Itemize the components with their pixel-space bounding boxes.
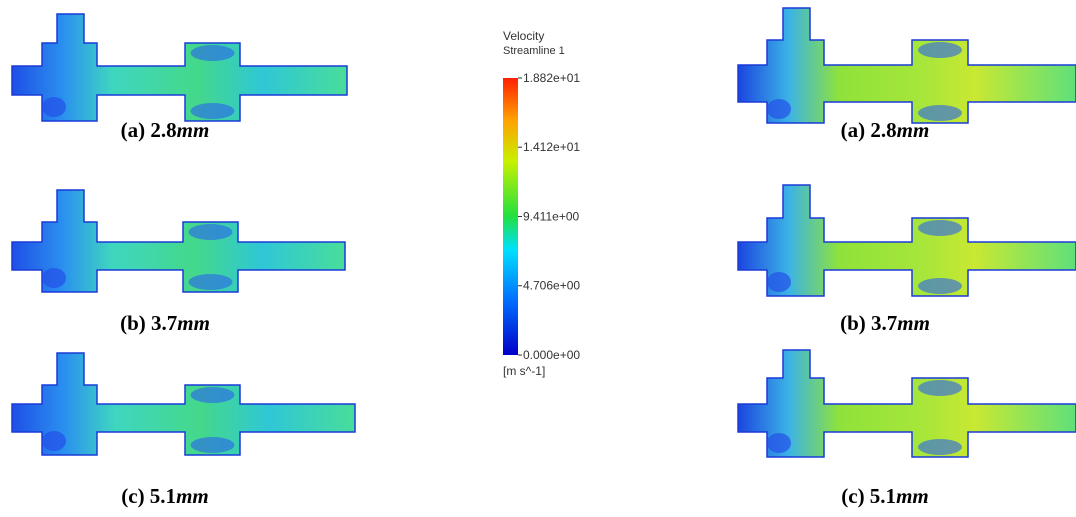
colorbar-tick-label: 0.000e+00 bbox=[523, 348, 580, 362]
colorbar-title: Velocity bbox=[503, 29, 544, 43]
caption: (c) 5.1mm bbox=[121, 484, 208, 508]
low-velocity-zone bbox=[918, 42, 962, 58]
low-velocity-zone bbox=[767, 99, 791, 119]
caption-unit: mm bbox=[897, 311, 930, 335]
low-velocity-zone bbox=[189, 224, 233, 240]
low-velocity-zone bbox=[42, 268, 66, 288]
caption-unit: mm bbox=[896, 484, 929, 508]
colorbar-tick-label: 1.882e+01 bbox=[523, 71, 580, 85]
colorbar-unit: [m s^-1] bbox=[503, 364, 545, 378]
low-velocity-zone bbox=[42, 97, 66, 117]
low-velocity-zone bbox=[767, 433, 791, 453]
low-velocity-zone bbox=[42, 431, 66, 451]
low-velocity-zone bbox=[191, 437, 235, 453]
caption-unit: mm bbox=[176, 484, 209, 508]
low-velocity-zone bbox=[918, 278, 962, 294]
caption: (b) 3.7mm bbox=[840, 311, 930, 335]
colorbar bbox=[503, 78, 518, 355]
caption: (b) 3.7mm bbox=[120, 311, 210, 335]
low-velocity-zone bbox=[189, 274, 233, 290]
caption-label: (a) 2.8 bbox=[841, 118, 897, 142]
caption-label: (b) 3.7 bbox=[120, 311, 177, 335]
caption-label: (a) 2.8 bbox=[121, 118, 177, 142]
colorbar-subtitle: Streamline 1 bbox=[503, 45, 565, 57]
low-velocity-zone bbox=[191, 387, 235, 403]
low-velocity-zone bbox=[918, 380, 962, 396]
colorbar-tick-label: 4.706e+00 bbox=[523, 279, 580, 293]
caption-label: (c) 5.1 bbox=[841, 484, 896, 508]
low-velocity-zone bbox=[918, 220, 962, 236]
colorbar-tick-label: 9.411e+00 bbox=[523, 209, 579, 223]
low-velocity-zone bbox=[191, 103, 235, 119]
figure: (a) 2.8mm (b) 3.7mm (c) 5.1mm (a) 2.8mm … bbox=[0, 0, 1076, 517]
caption-unit: mm bbox=[177, 118, 210, 142]
low-velocity-zone bbox=[918, 439, 962, 455]
colorbar-tick-label: 1.412e+01 bbox=[523, 140, 580, 154]
low-velocity-zone bbox=[191, 45, 235, 61]
caption: (c) 5.1mm bbox=[841, 484, 928, 508]
caption-unit: mm bbox=[177, 311, 210, 335]
low-velocity-zone bbox=[767, 272, 791, 292]
caption-label: (b) 3.7 bbox=[840, 311, 897, 335]
caption-label: (c) 5.1 bbox=[121, 484, 176, 508]
caption: (a) 2.8mm bbox=[841, 118, 930, 142]
caption: (a) 2.8mm bbox=[121, 118, 210, 142]
caption-unit: mm bbox=[897, 118, 930, 142]
